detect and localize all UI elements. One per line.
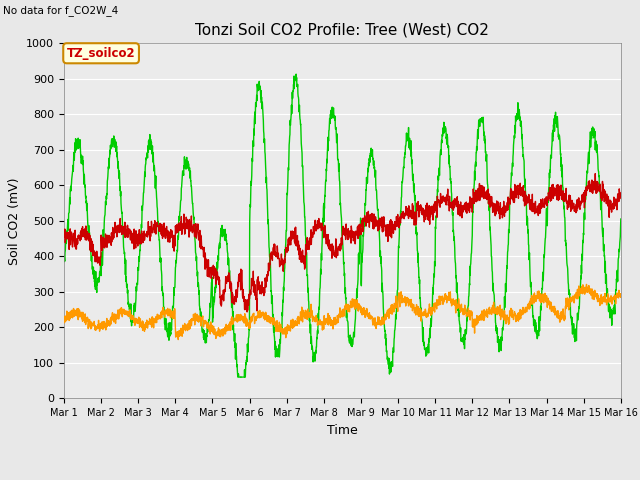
Y-axis label: Soil CO2 (mV): Soil CO2 (mV): [8, 177, 20, 264]
Text: TZ_soilco2: TZ_soilco2: [67, 47, 136, 60]
Text: No data for f_CO2W_4: No data for f_CO2W_4: [3, 5, 118, 16]
Legend: -2cm, -4cm, -8cm: -2cm, -4cm, -8cm: [212, 476, 472, 480]
X-axis label: Time: Time: [327, 424, 358, 437]
Title: Tonzi Soil CO2 Profile: Tree (West) CO2: Tonzi Soil CO2 Profile: Tree (West) CO2: [195, 23, 490, 38]
